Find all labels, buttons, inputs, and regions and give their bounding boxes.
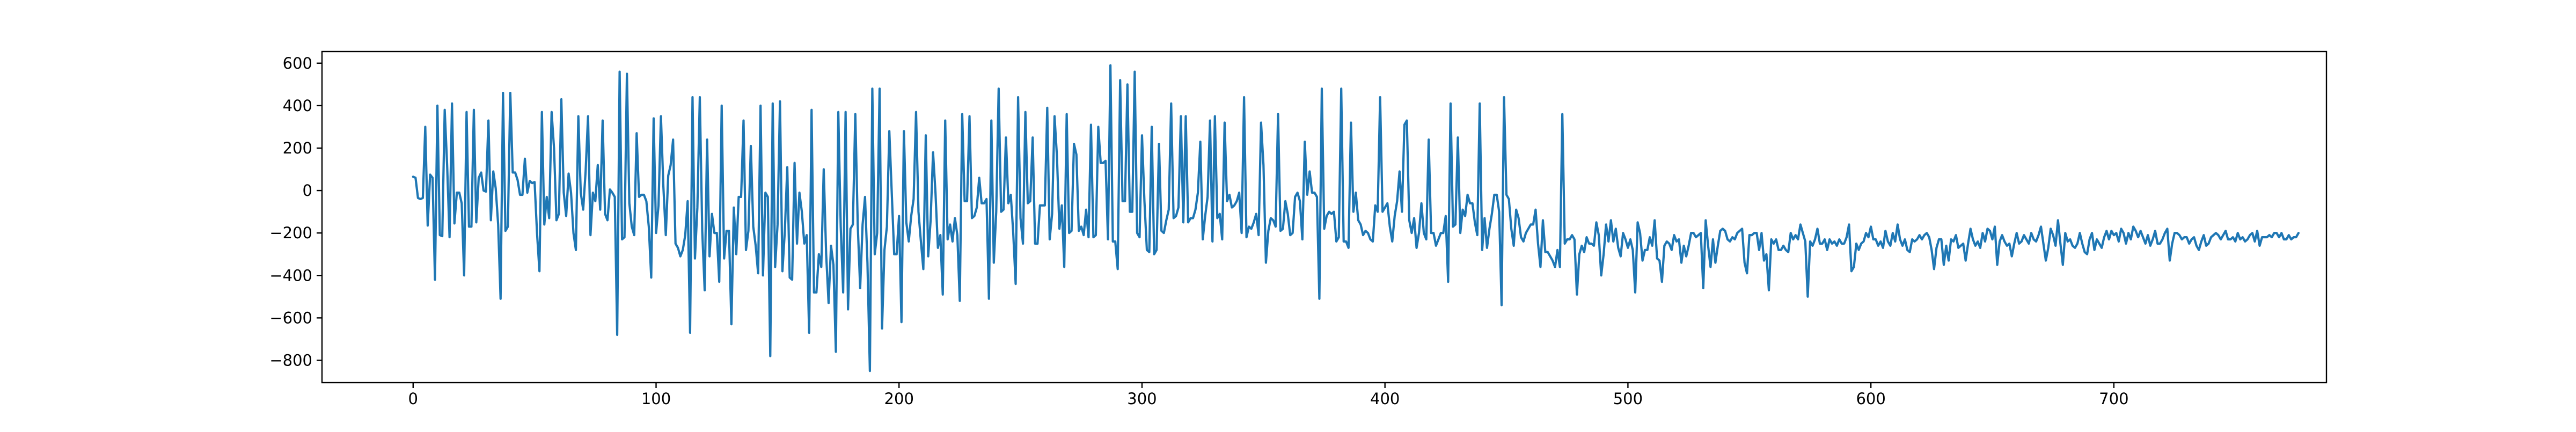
y-tick-label--200: −200 (269, 224, 312, 242)
x-tick-label-500: 500 (1613, 390, 1643, 408)
y-tick-label--800: −800 (269, 351, 312, 369)
axes: 0 100 200 300 400 500 600 700 −800 −600 −400 −200 0 2… (269, 50, 2328, 408)
y-tick-label-200: 200 (283, 139, 312, 157)
x-tick-label-400: 400 (1370, 390, 1400, 408)
x-tick-label-600: 600 (1856, 390, 1885, 408)
series-line-0 (412, 64, 2300, 372)
x-tick-label-0: 0 (408, 390, 418, 408)
x-tick-label-200: 200 (884, 390, 914, 408)
axes-frame (321, 50, 2328, 384)
y-tick-label-600: 600 (283, 54, 312, 72)
x-tick-label-300: 300 (1127, 390, 1157, 408)
y-tick-label--600: −600 (269, 309, 312, 327)
y-tick-label--400: −400 (269, 266, 312, 284)
x-tick-label-700: 700 (2099, 390, 2128, 408)
y-tick-label-0: 0 (303, 181, 312, 200)
plot-area (412, 64, 2300, 372)
x-tick-label-100: 100 (641, 390, 671, 408)
y-tick-label-400: 400 (283, 97, 312, 115)
